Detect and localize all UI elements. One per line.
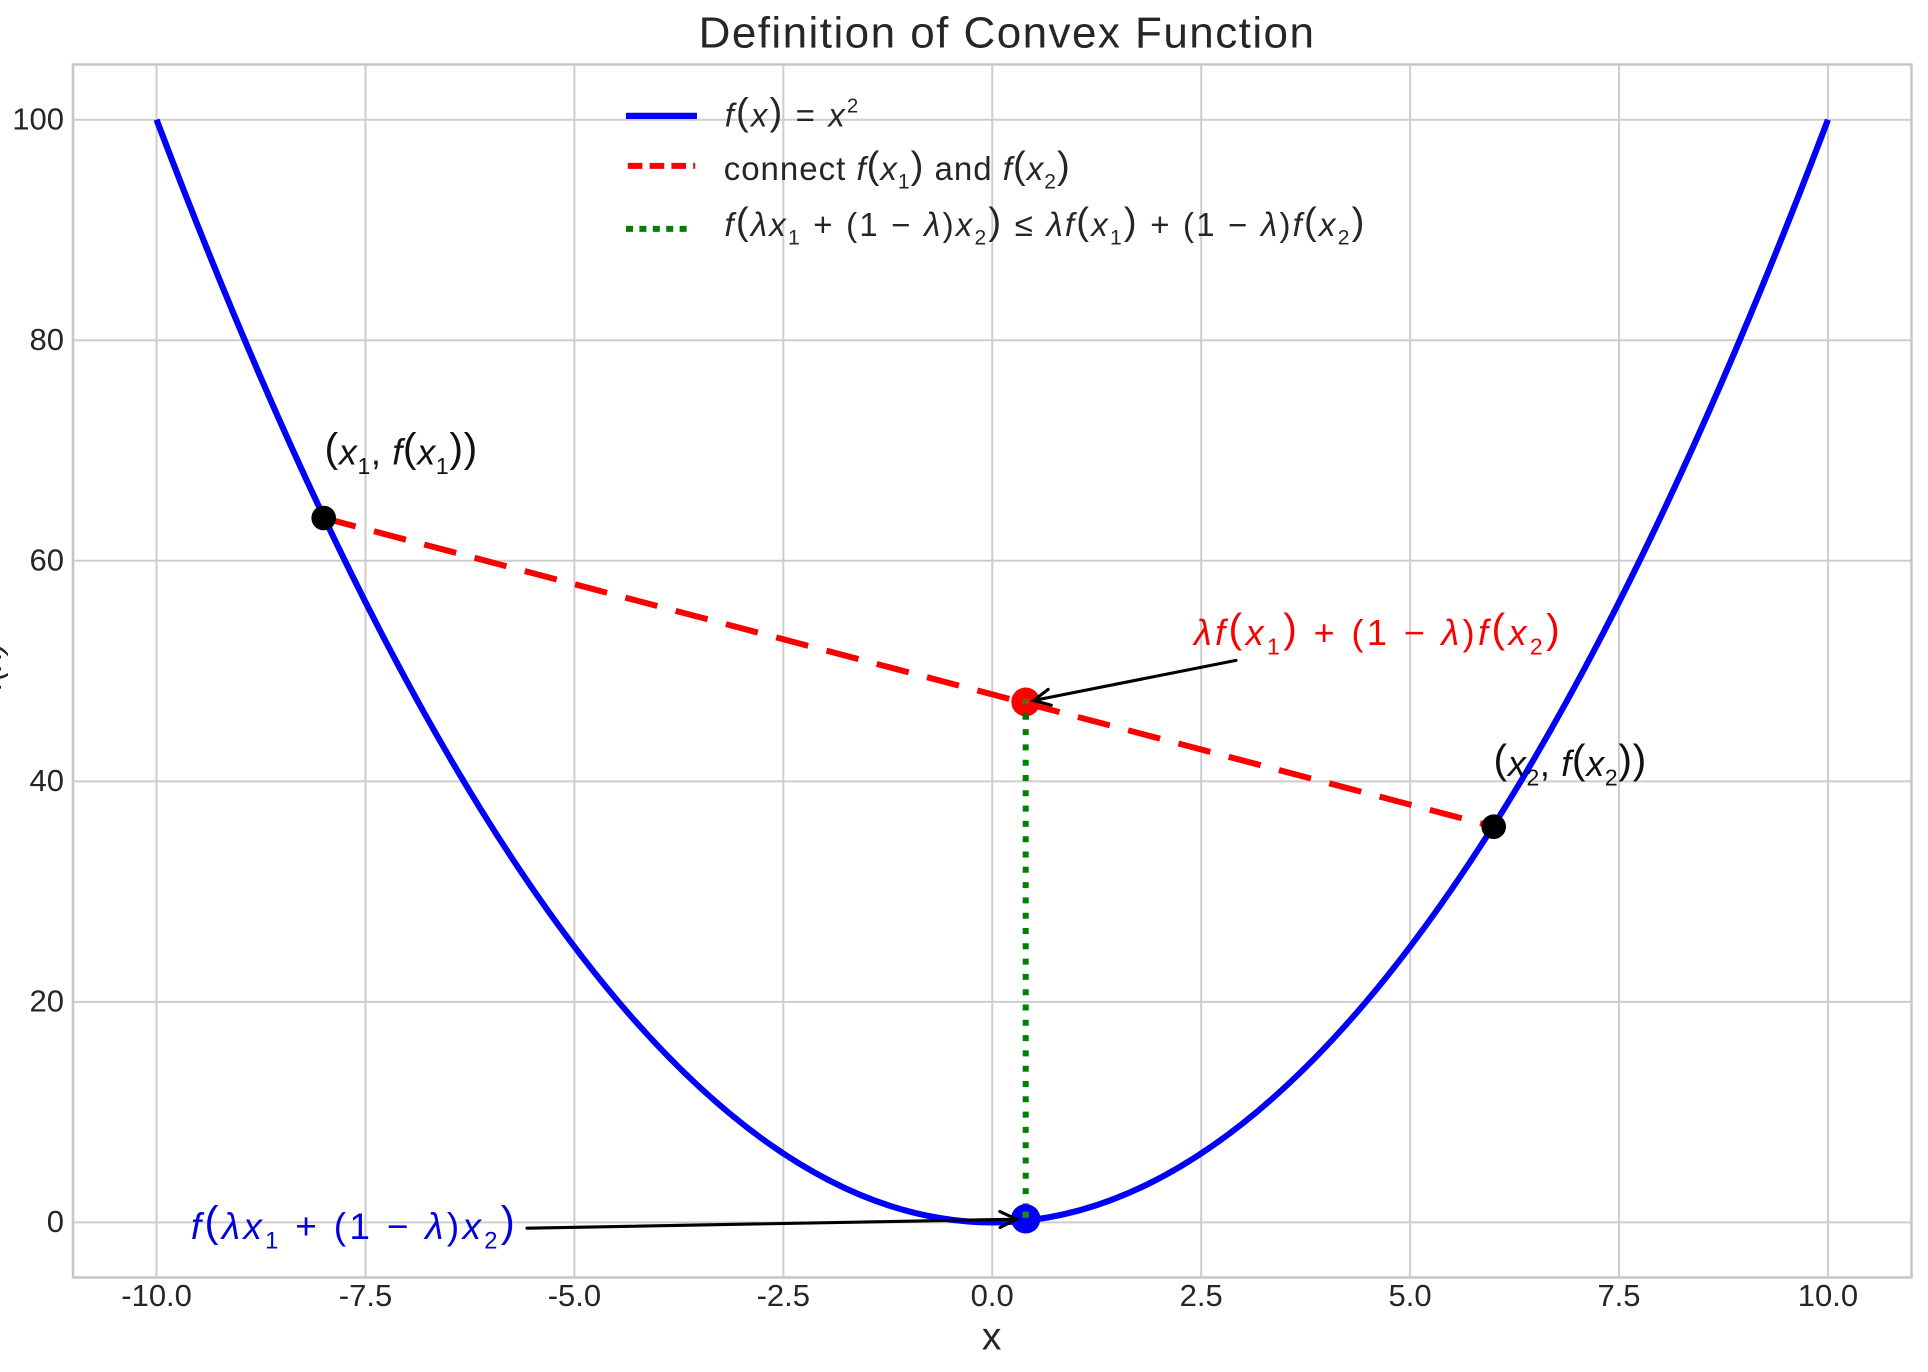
svg-text:-10.0: -10.0 [121,1278,192,1313]
svg-text:5.0: 5.0 [1389,1278,1432,1313]
svg-text:f(x): f(x) [0,642,8,690]
svg-text:-5.0: -5.0 [548,1278,601,1313]
svg-text:0.0: 0.0 [971,1278,1014,1313]
svg-text:100: 100 [12,101,64,136]
svg-text:λf(x1) + (1 − λ)f(x2): λf(x1) + (1 − λ)f(x2) [1192,605,1563,659]
svg-text:Definition of Convex Function: Definition of Convex Function [699,9,1316,58]
svg-text:80: 80 [30,322,64,357]
svg-text:-7.5: -7.5 [339,1278,392,1313]
svg-text:f(λx1 + (1 − λ)x2) ≤ λf(x1) +: f(λx1 + (1 − λ)x2) ≤ λf(x1) + (1 − λ)f(x… [725,200,1367,250]
svg-text:2.5: 2.5 [1180,1278,1223,1313]
svg-text:x: x [982,1316,1002,1359]
svg-text:40: 40 [30,763,64,798]
svg-text:f(x) = x2: f(x) = x2 [725,90,861,133]
svg-text:connect f(x1) and f(x2): connect f(x1) and f(x2) [724,144,1071,194]
svg-text:(x2, f(x2)): (x2, f(x2)) [1494,736,1647,790]
svg-text:(x1, f(x1)): (x1, f(x1)) [325,425,478,479]
svg-text:20: 20 [30,984,64,1019]
svg-text:f(λx1 + (1 − λ)x2): f(λx1 + (1 − λ)x2) [191,1198,518,1255]
svg-text:10.0: 10.0 [1798,1278,1858,1313]
svg-text:60: 60 [30,543,64,578]
svg-text:0: 0 [47,1204,64,1239]
svg-text:7.5: 7.5 [1597,1278,1640,1313]
svg-text:-2.5: -2.5 [757,1278,810,1313]
